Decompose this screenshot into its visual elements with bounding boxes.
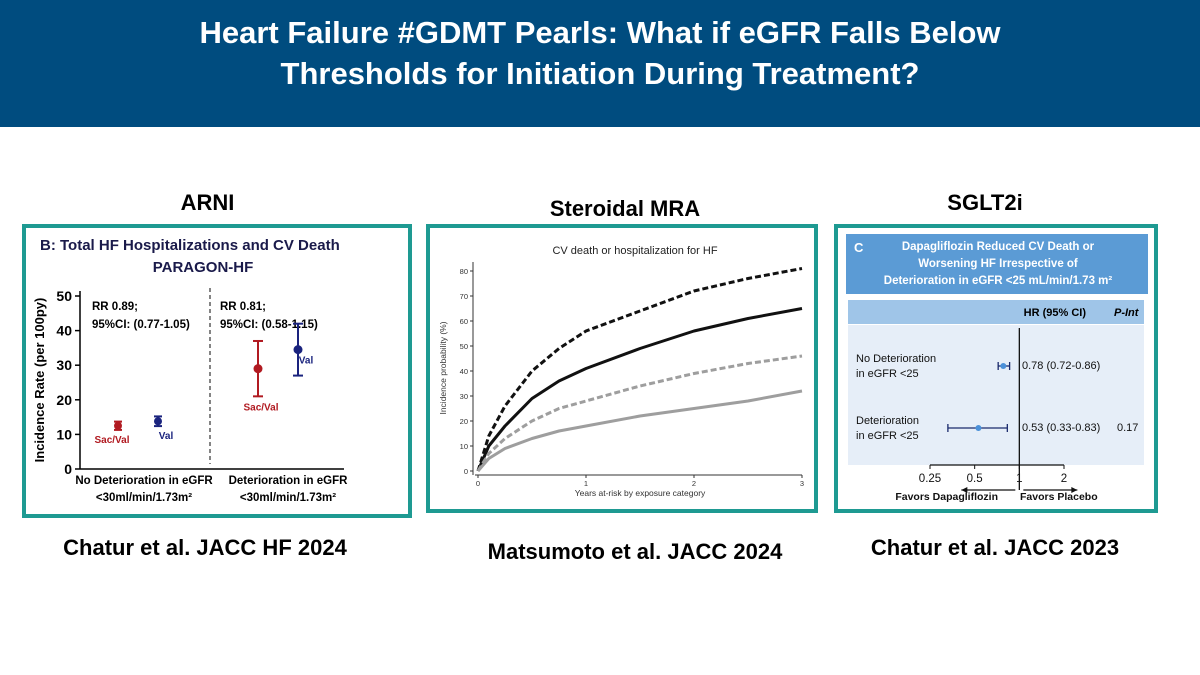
- forest-header-row: [848, 300, 1144, 324]
- mra-x-tick-label: 2: [692, 479, 696, 488]
- arni-chart-subtitle: PARAGON-HF: [153, 259, 254, 276]
- arni-point-label: Sac/Val: [94, 435, 129, 446]
- arni-point-sacval: Sac/Val: [94, 420, 130, 446]
- forest-title-box: [846, 234, 1148, 294]
- forest-arrowhead-left: [961, 487, 968, 493]
- sglt2i-chart: C Dapagliflozin Reduced CV Death or Wors…: [846, 234, 1148, 503]
- arni-point-val: Val: [293, 322, 314, 377]
- arni-chart-title: B: Total HF Hospitalizations and CV Deat…: [40, 237, 340, 254]
- mra-lines: [476, 267, 803, 472]
- forest-row-2-p-value: 0.17: [1117, 422, 1138, 434]
- mra-y-tick-label: 30: [460, 392, 468, 401]
- slide-title: Heart Failure #GDMT Pearls: What if eGFR…: [100, 12, 1100, 94]
- forest-panel-letter: C: [854, 240, 864, 255]
- mra-y-tick-label: 20: [460, 417, 468, 426]
- mra-x-axis-label: Years at-risk by exposure category: [575, 488, 706, 498]
- forest-row-2-estimate: 0.53 (0.33-0.83): [1022, 422, 1100, 434]
- forest-arrowhead-right: [1071, 487, 1078, 493]
- mra-y-tick-label: 50: [460, 342, 468, 351]
- mra-series-dashed-gray: [476, 354, 803, 472]
- mra-chart-title: CV death or hospitalization for HF: [552, 245, 717, 257]
- forest-title-line1: Dapagliflozin Reduced CV Death or: [902, 241, 1095, 253]
- title-banner: Heart Failure #GDMT Pearls: What if eGFR…: [0, 0, 1200, 127]
- forest-x-tick-label: 2: [1061, 473, 1067, 485]
- mra-citation: Matsumoto et al. JACC 2024: [487, 539, 783, 564]
- arni-y-tick-label: 30: [56, 357, 72, 373]
- forest-row-1-label-line2: in eGFR <25: [856, 368, 919, 380]
- mra-x-tick-label: 0: [476, 479, 480, 488]
- arni-group-1-label-line2: <30ml/min/1.73m²: [96, 492, 192, 504]
- arni-y-tick-label: 0: [64, 461, 72, 477]
- mra-series-solid-gray: [476, 389, 803, 472]
- arni-annotation-1-line1: RR 0.89;: [92, 301, 138, 313]
- arni-point-label: Val: [299, 356, 314, 367]
- sglt2i-panel: C Dapagliflozin Reduced CV Death or Wors…: [834, 224, 1158, 513]
- arni-point-label: Sac/Val: [243, 402, 278, 413]
- forest-point-estimate: [975, 425, 982, 431]
- mra-x-tick-label: 3: [800, 479, 804, 488]
- forest-row-1-estimate: 0.78 (0.72-0.86): [1022, 360, 1100, 372]
- arni-point-marker: [253, 364, 263, 374]
- forest-x-tick-label: 1: [1016, 473, 1022, 485]
- forest-point-estimate: [1000, 363, 1007, 369]
- arni-point-marker: [154, 417, 162, 426]
- sglt2i-heading: SGLT2i: [947, 190, 1023, 215]
- arni-annotation-2-line1: RR 0.81;: [220, 301, 266, 313]
- arni-y-tick-label: 50: [56, 288, 72, 304]
- forest-favors-left: Favors Dapagliflozin: [895, 491, 998, 503]
- mra-heading: Steroidal MRA: [549, 196, 701, 221]
- forest-marks: 0.25 0.5 1 2: [919, 328, 1078, 493]
- mra-series-solid-black: [476, 307, 803, 472]
- arni-heading: ARNI: [180, 190, 235, 215]
- sglt2i-citation: Chatur et al. JACC 2023: [870, 535, 1120, 560]
- mra-x-tick-label: 1: [584, 479, 588, 488]
- arni-group-1-label-line1: No Deterioration in eGFR: [75, 475, 213, 487]
- arni-y-ticks: 0 10 20 30 40 50: [56, 288, 80, 477]
- mra-y-tick-label: 80: [460, 267, 468, 276]
- forest-row-2-label-line1: Deterioration: [856, 415, 919, 427]
- mra-y-axis-label: Incidence probability (%): [438, 321, 448, 414]
- forest-title-line3: Deterioration in eGFR <25 mL/min/1.73 m²: [884, 275, 1113, 287]
- mra-panel: CV death or hospitalization for HF Incid…: [426, 224, 818, 513]
- mra-y-tick-label: 0: [464, 467, 468, 476]
- mra-y-tick-label: 10: [460, 442, 468, 451]
- arni-point-val: Val: [154, 415, 174, 442]
- forest-row-1-label-line1: No Deterioration: [856, 353, 936, 365]
- arni-annotation-2-line2: 95%CI: (0.58-1.15): [220, 319, 318, 331]
- arni-point-marker: [293, 345, 303, 355]
- arni-group-2-label-line2: <30ml/min/1.73m²: [240, 492, 336, 504]
- arni-annotation-1-line2: 95%CI: (0.77-1.05): [92, 319, 190, 331]
- arni-point-sacval: Sac/Val: [243, 339, 279, 413]
- arni-y-tick-label: 40: [56, 323, 72, 339]
- arni-points: Sac/Val Val Sac/Val Val: [94, 322, 314, 446]
- forest-favors-right: Favors Placebo: [1020, 491, 1098, 503]
- mra-y-tick-label: 40: [460, 367, 468, 376]
- forest-x-tick-label: 0.5: [967, 473, 983, 485]
- mra-y-tick-label: 60: [460, 317, 468, 326]
- arni-point-label: Val: [159, 431, 174, 442]
- slide-title-line1: Heart Failure #GDMT Pearls: What if eGFR…: [199, 15, 1001, 50]
- arni-panel: B: Total HF Hospitalizations and CV Deat…: [22, 224, 412, 518]
- arni-group-2-label-line1: Deterioration in eGFR: [229, 475, 349, 487]
- arni-y-tick-label: 10: [56, 426, 72, 442]
- forest-row-2-label-line2: in eGFR <25: [856, 430, 919, 442]
- mra-y-tick-label: 70: [460, 292, 468, 301]
- arni-chart: B: Total HF Hospitalizations and CV Deat…: [32, 237, 349, 504]
- mra-axes: 0 10 20 30 40 50 60 70 80 0 1 2 3: [460, 262, 804, 488]
- arni-y-axis-label: Incidence Rate (per 100py): [32, 298, 47, 463]
- forest-header-p: P-Int: [1114, 307, 1140, 319]
- arni-point-marker: [114, 421, 122, 430]
- mra-chart: CV death or hospitalization for HF Incid…: [438, 245, 804, 498]
- arni-citation: Chatur et al. JACC HF 2024: [63, 535, 347, 560]
- forest-title-line2: Worsening HF Irrespective of: [918, 258, 1078, 270]
- forest-header-hr: HR (95% CI): [1024, 307, 1087, 319]
- slide-title-line2: Thresholds for Initiation During Treatme…: [280, 56, 920, 91]
- mra-series-dashed-black: [476, 267, 803, 472]
- forest-body: [848, 325, 1144, 465]
- arni-y-tick-label: 20: [56, 392, 72, 408]
- forest-x-tick-label: 0.25: [919, 473, 941, 485]
